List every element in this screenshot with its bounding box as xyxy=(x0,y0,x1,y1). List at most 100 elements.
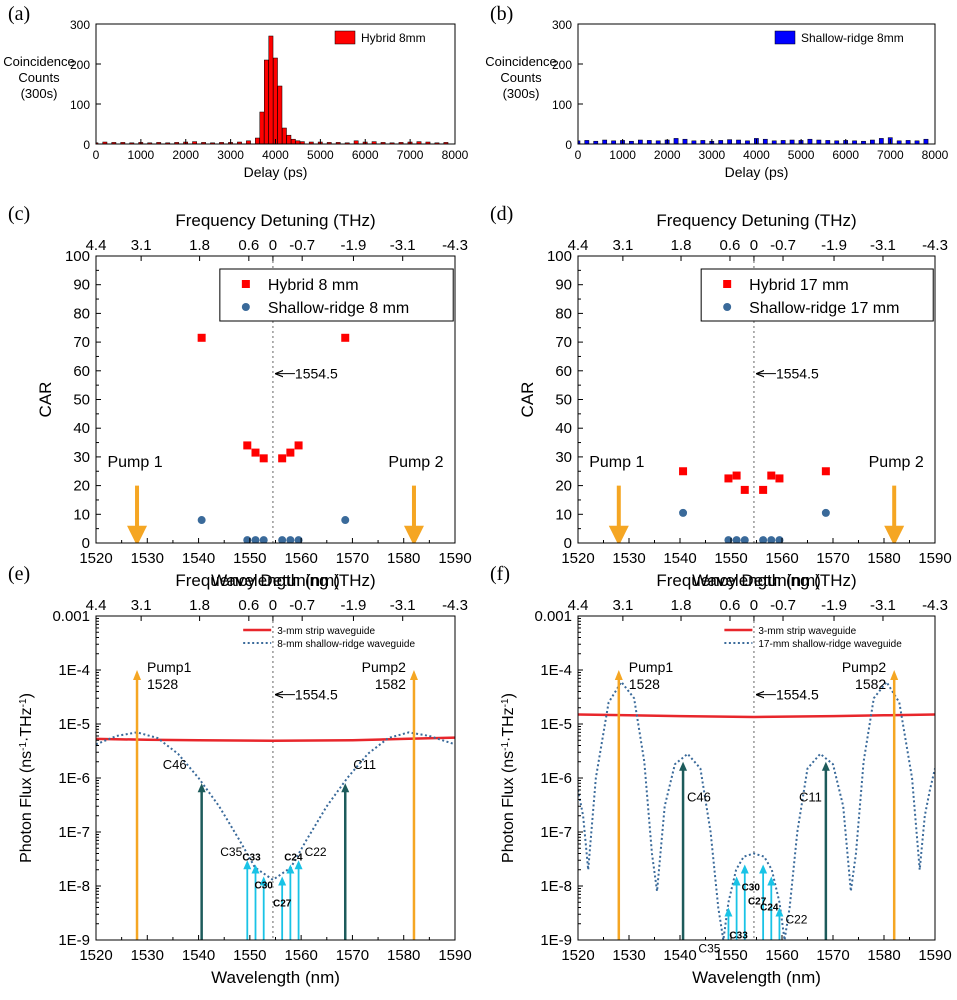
x-tick-label: 1570 xyxy=(336,947,369,964)
x-tick-label: 1560 xyxy=(284,550,317,567)
legend-label: Hybrid 17 mm xyxy=(749,277,849,294)
y-tick-label: 0.001 xyxy=(52,608,90,625)
y-axis-title-part: -1 xyxy=(18,698,29,707)
top-tick-label: 0.6 xyxy=(238,597,259,614)
top-tick-label: 3.1 xyxy=(131,597,152,614)
data-point-circle xyxy=(243,536,252,543)
x-tick-label: 1570 xyxy=(336,550,369,567)
bar xyxy=(852,140,857,144)
idler-head xyxy=(759,864,768,874)
y-tick-label: 0 xyxy=(83,138,90,152)
bar xyxy=(416,141,422,144)
data-point-square xyxy=(278,454,287,463)
top-axis-title: Frequency Detuning (THz) xyxy=(656,571,856,590)
x-tick-label: 2000 xyxy=(172,148,199,162)
idler-head xyxy=(251,864,260,874)
center-label: 1554.5 xyxy=(776,687,819,703)
pump-head xyxy=(614,670,623,680)
x-tick-label: 1590 xyxy=(438,947,471,964)
legend-box xyxy=(219,268,454,322)
y-axis-title-part: ·THz xyxy=(18,707,35,742)
y-axis-title-part: ) xyxy=(500,693,517,698)
idler-label: C46 xyxy=(687,790,711,805)
y-axis-title-part: ·THz xyxy=(500,707,517,742)
x-tick-label: 1590 xyxy=(918,947,951,964)
bar xyxy=(727,139,732,144)
y-tick-label: 80 xyxy=(73,305,90,322)
y-tick-label: 1E-9 xyxy=(58,932,90,949)
y-axis-title: CAR xyxy=(518,382,537,418)
panel-label: (f) xyxy=(490,563,510,585)
top-tick-label: -4.3 xyxy=(922,237,948,254)
legend: 3-mm strip waveguide 17-mm shallow-ridge … xyxy=(724,626,902,650)
data-point-square xyxy=(759,485,768,494)
top-tick-label: 1.8 xyxy=(189,237,210,254)
y-tick-label: 30 xyxy=(555,449,572,466)
data-point-square xyxy=(294,441,303,450)
data-point-circle xyxy=(724,536,733,543)
idler-label: C22 xyxy=(785,912,807,926)
y-tick-label: 1E-7 xyxy=(58,824,90,841)
bar xyxy=(277,85,283,144)
y-axis-title: CAR xyxy=(36,382,55,418)
y-tick-label: 1E-6 xyxy=(540,770,572,787)
data-point-circle xyxy=(259,536,268,543)
bar xyxy=(286,134,292,144)
y-tick-label: 100 xyxy=(70,98,90,112)
bar xyxy=(870,139,875,144)
x-tick-label: 1540 xyxy=(663,550,696,567)
top-tick-label: -4.3 xyxy=(922,597,948,614)
bar xyxy=(825,140,831,144)
top-tick-label: 0 xyxy=(269,597,277,614)
data-point-circle xyxy=(294,536,303,543)
y-tick-label: 50 xyxy=(73,392,90,409)
bar xyxy=(259,111,265,144)
data-point-square xyxy=(767,471,776,480)
legend: Hybrid 17 mm Shallow-ridge 17 mm xyxy=(700,268,934,322)
pump-label: Pump 2 xyxy=(388,454,443,471)
y-tick-label: 1E-6 xyxy=(58,770,90,787)
data-point-circle xyxy=(341,516,350,525)
y-tick-label: 20 xyxy=(73,478,90,495)
x-tick-label: 1530 xyxy=(131,947,164,964)
pump-head xyxy=(409,670,418,680)
x-tick-label: 1520 xyxy=(561,550,594,567)
y-axis-title-part: Photon Flux (ns xyxy=(500,751,517,863)
data-point-square xyxy=(251,448,260,457)
y-tick-label: 1E-9 xyxy=(540,932,572,949)
legend-swatch xyxy=(334,30,356,45)
axes-frame xyxy=(95,615,456,941)
x-tick-label: 1580 xyxy=(867,550,900,567)
top-tick-label: 4.4 xyxy=(86,237,107,254)
pump-label: Pump1 xyxy=(629,659,674,675)
legend-swatch xyxy=(774,30,796,45)
x-tick-label: 1580 xyxy=(387,550,420,567)
top-tick-label: 3.1 xyxy=(612,237,633,254)
x-tick-label: 1550 xyxy=(714,947,747,964)
panel-label: (b) xyxy=(490,3,513,25)
y-tick-label: 300 xyxy=(70,18,90,32)
center-label: 1554.5 xyxy=(295,366,338,382)
data-point-circle xyxy=(767,536,776,543)
y-tick-label: 60 xyxy=(555,363,572,380)
y-tick-label: 1E-8 xyxy=(58,878,90,895)
y-axis-title-part: ) xyxy=(18,693,35,698)
y-axis-title-line: Coincidence xyxy=(3,54,75,69)
data-point-square xyxy=(732,471,741,480)
idler-label: C24 xyxy=(760,902,779,913)
x-tick-label: 1590 xyxy=(438,550,471,567)
bar xyxy=(344,142,350,144)
bar xyxy=(878,138,884,144)
idler-head xyxy=(278,876,287,886)
top-tick-label: -1.9 xyxy=(341,237,367,254)
bar xyxy=(353,140,359,144)
shallow-ridge-line xyxy=(96,731,455,881)
pump-head xyxy=(133,670,142,680)
idler-head xyxy=(821,761,830,771)
data-point-square xyxy=(679,467,688,476)
shallow-ridge-line xyxy=(578,680,935,940)
top-tick-label: 4.4 xyxy=(86,597,107,614)
bar xyxy=(700,140,706,144)
x-tick-label: 5000 xyxy=(788,148,815,162)
idler-head xyxy=(286,864,295,874)
